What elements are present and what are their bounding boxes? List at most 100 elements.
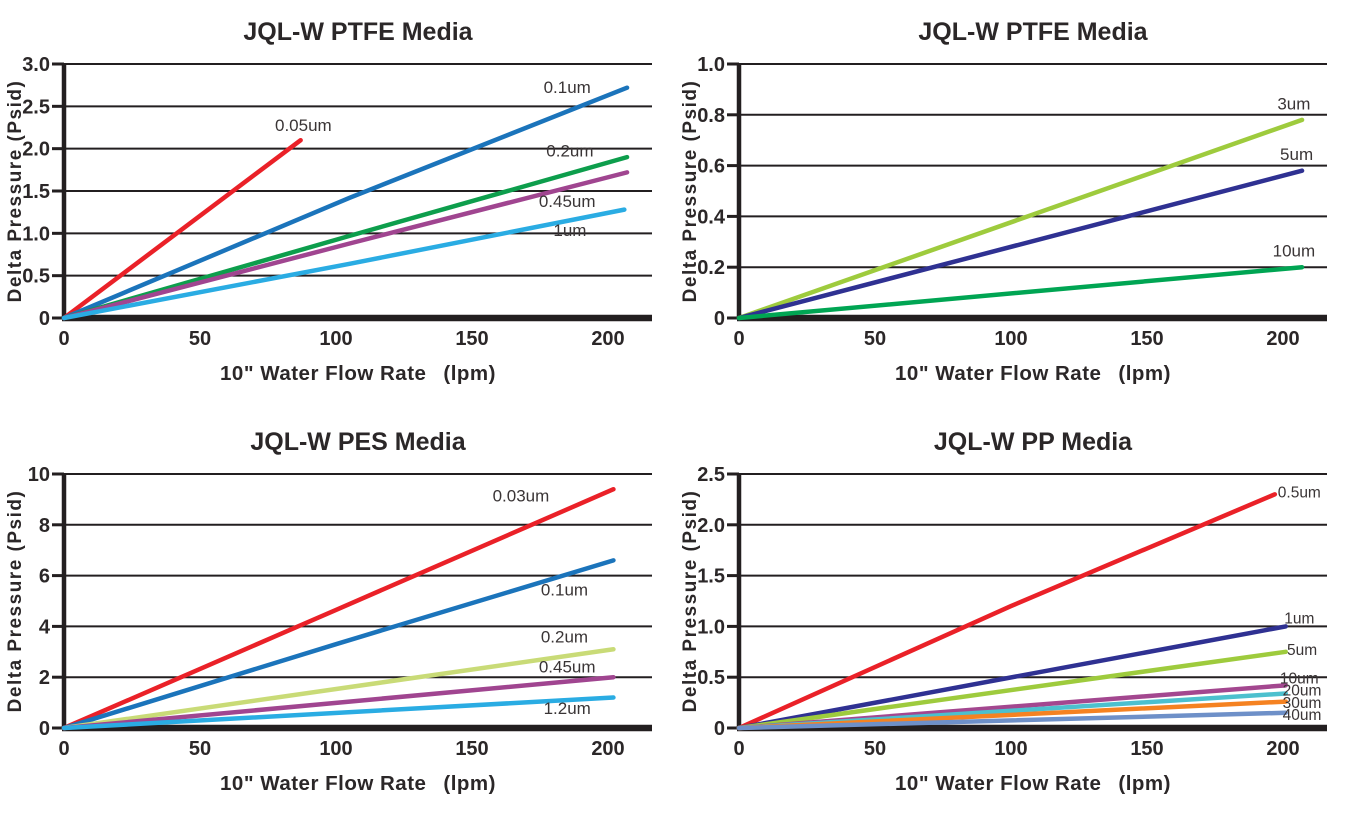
x-axis-title: 10" Water Flow Rate (lpm) bbox=[220, 362, 496, 385]
series-line-0.1um bbox=[61, 558, 616, 731]
series-line-1.2um bbox=[61, 695, 616, 731]
series-label: 40um bbox=[1283, 707, 1322, 724]
x-tick-label: 50 bbox=[189, 738, 211, 760]
y-tick-label: 0.5 bbox=[697, 667, 725, 689]
series-label: 1.2um bbox=[544, 699, 591, 718]
x-tick-label: 150 bbox=[455, 738, 488, 760]
y-tick-label: 0.5 bbox=[22, 266, 50, 288]
series-label: 1um bbox=[1284, 610, 1314, 627]
y-axis-title: Delta Pressure (Psid) bbox=[680, 490, 701, 713]
series-line-0.45um bbox=[61, 674, 616, 731]
y-axis-title: Delta Pressure (Psid) bbox=[5, 80, 26, 303]
series-line-1um bbox=[736, 624, 1288, 731]
x-axis-title: 10" Water Flow Rate (lpm) bbox=[895, 772, 1171, 795]
series-label: 10um bbox=[1273, 242, 1316, 261]
x-tick-label: 50 bbox=[864, 738, 886, 760]
x-tick-label: 200 bbox=[591, 738, 624, 760]
chart-svg: 2.5 2.0 1.5 1.0 0.5 00 50 100 150 200 0.5um 1um 5um 1… bbox=[680, 428, 1327, 795]
series-label: 10um bbox=[1280, 671, 1319, 688]
x-tick-label: 50 bbox=[864, 328, 886, 350]
series-label: 30um bbox=[1283, 695, 1322, 712]
x-tick-label: 0 bbox=[58, 738, 69, 760]
series-label: 3um bbox=[1277, 94, 1310, 113]
chart-panel-pes: 10 8 6 4 2 0 0 50 100 150 200 0.03um 0.1um 0.2um 0.45u… bbox=[0, 410, 675, 820]
y-tick-label: 1.5 bbox=[697, 566, 725, 588]
y-tick-label: 4 bbox=[39, 616, 51, 638]
y-axis-title: Delta Pressure (Psid) bbox=[5, 490, 26, 713]
x-tick-label: 100 bbox=[994, 328, 1027, 350]
y-tick-label: 6 bbox=[39, 566, 50, 588]
x-tick-label: 200 bbox=[591, 328, 624, 350]
x-tick-label: 150 bbox=[455, 328, 488, 350]
chart-canvas-ptfe-coarse: 1.0 0.8 0.6 0.4 0.2 0 0 50 100 150 200 3um 5um 10um JQ… bbox=[675, 0, 1350, 410]
chart-panel-ptfe-fine: 3.0 2.5 2.0 1.5 1.0 0.5 0 0 50 100 150 200 0.05um 0.1… bbox=[0, 0, 675, 410]
series-label: 0.03um bbox=[493, 487, 550, 506]
y-tick-label: 0.8 bbox=[697, 105, 725, 127]
series-line-5um bbox=[736, 168, 1305, 321]
y-tick-label: 1.0 bbox=[697, 616, 725, 638]
series-label: 0.05um bbox=[275, 116, 332, 135]
y-axis-title: Delta Pressure (Psid) bbox=[680, 80, 701, 303]
chart-svg: 1.0 0.8 0.6 0.4 0.2 00 50 100 150 200 3um 5um 10um JQ… bbox=[680, 18, 1327, 385]
y-tick-label: 10 bbox=[28, 464, 50, 486]
x-axis-title: 10" Water Flow Rate (lpm) bbox=[220, 772, 496, 795]
chart-panel-pp: 2.5 2.0 1.5 1.0 0.5 0 0 50 100 150 200 0.5um 1um 5um 1… bbox=[675, 410, 1350, 820]
y-tick-label: 1.0 bbox=[697, 54, 725, 76]
series-line-0.03um bbox=[61, 486, 616, 731]
x-tick-label: 100 bbox=[994, 738, 1027, 760]
x-tick-label: 0 bbox=[733, 328, 744, 350]
series-line-5um bbox=[736, 649, 1288, 731]
series-line-0.45um bbox=[61, 170, 630, 321]
y-tick-label: 2 bbox=[39, 667, 50, 689]
chart-svg: 3.0 2.5 2.0 1.5 1.0 0.5 00 50 100 150 200 0.05um 0.1… bbox=[5, 18, 652, 385]
x-tick-label: 150 bbox=[1130, 738, 1163, 760]
x-tick-label: 100 bbox=[319, 328, 352, 350]
y-tick-label: 0.4 bbox=[697, 206, 726, 228]
series-line-1um bbox=[61, 207, 627, 321]
chart-title: JQL-W PTFE Media bbox=[918, 18, 1148, 46]
series-label: 1um bbox=[553, 221, 586, 240]
series-label: 0.45um bbox=[539, 658, 596, 677]
x-tick-label: 0 bbox=[58, 328, 69, 350]
x-axis-title: 10" Water Flow Rate (lpm) bbox=[895, 362, 1171, 385]
y-tick-label: 2.0 bbox=[697, 515, 725, 537]
y-tick-label: 2.0 bbox=[22, 139, 50, 161]
y-tick-label: 2.5 bbox=[22, 96, 50, 118]
y-tick-label: 1.0 bbox=[22, 223, 50, 245]
x-tick-label: 100 bbox=[319, 738, 352, 760]
series-label: 5um bbox=[1287, 642, 1317, 659]
series-line-3um bbox=[736, 117, 1305, 321]
series-line-0.05um bbox=[61, 137, 303, 321]
series-label: 0.5um bbox=[1278, 484, 1321, 501]
y-tick-label: 1.5 bbox=[22, 181, 50, 203]
series-line-0.2um bbox=[61, 647, 616, 731]
series-label: 20um bbox=[1283, 683, 1322, 700]
y-tick-label: 0 bbox=[39, 308, 50, 330]
series-line-0.5um bbox=[736, 492, 1278, 731]
chart-title: JQL-W PTFE Media bbox=[243, 18, 473, 46]
y-tick-label: 0 bbox=[714, 308, 725, 330]
y-tick-label: 2.5 bbox=[697, 464, 725, 486]
chart-canvas-pes: 10 8 6 4 2 0 0 50 100 150 200 0.03um 0.1um 0.2um 0.45u… bbox=[0, 410, 675, 820]
chart-title: JQL-W PES Media bbox=[250, 428, 466, 456]
series-line-0.1um bbox=[61, 85, 630, 321]
series-label: 0.2um bbox=[541, 628, 588, 647]
series-label: 5um bbox=[1280, 145, 1313, 164]
y-tick-label: 8 bbox=[39, 515, 50, 537]
series-line-10um bbox=[736, 264, 1305, 321]
series-label: 0.1um bbox=[541, 581, 588, 600]
y-tick-label: 0 bbox=[39, 718, 50, 740]
x-tick-label: 0 bbox=[733, 738, 744, 760]
y-tick-label: 0 bbox=[714, 718, 725, 740]
series-line-0.2um bbox=[61, 154, 630, 321]
series-label: 0.1um bbox=[544, 78, 591, 97]
chart-title: JQL-W PP Media bbox=[934, 428, 1133, 456]
y-tick-label: 0.6 bbox=[697, 156, 725, 178]
y-tick-label: 3.0 bbox=[22, 54, 50, 76]
x-tick-label: 200 bbox=[1266, 738, 1299, 760]
x-tick-label: 200 bbox=[1266, 328, 1299, 350]
chart-canvas-ptfe-fine: 3.0 2.5 2.0 1.5 1.0 0.5 0 0 50 100 150 200 0.05um 0.1… bbox=[0, 0, 675, 410]
